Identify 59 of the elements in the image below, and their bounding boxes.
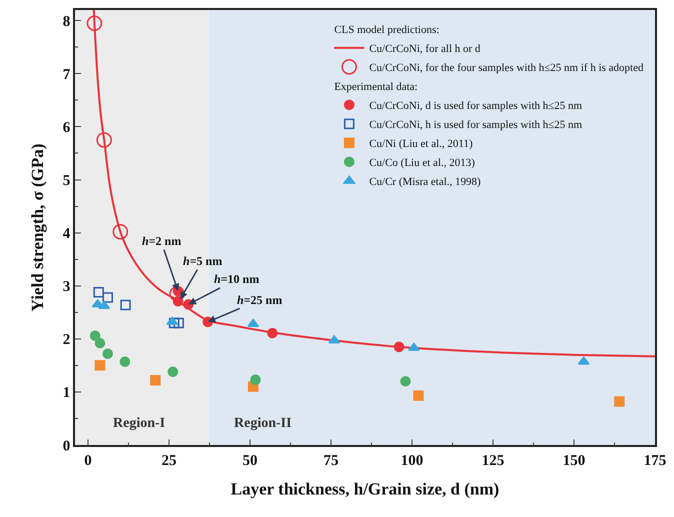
x-tick-label: 50 xyxy=(242,452,258,469)
point xyxy=(102,348,113,360)
annotation: Experimental data: xyxy=(334,81,418,94)
x-axis-title: Layer thickness, h/Grain size, d (nm) xyxy=(230,480,500,499)
point xyxy=(394,342,404,352)
point xyxy=(90,330,100,341)
legend-label: Cu/CrCoNi, for the four samples with h≤25 nm if h is adopted xyxy=(369,62,644,74)
point xyxy=(168,366,178,378)
point xyxy=(578,356,590,365)
annotation: h=25 nm xyxy=(237,293,282,307)
y-tick-label: 7 xyxy=(62,66,71,83)
x-tick-label: 175 xyxy=(644,452,666,469)
legend-label: Cu/CrCoNi, d is used for samples with h≤25 nm xyxy=(369,100,583,112)
point xyxy=(173,318,184,328)
band-label: Region-I xyxy=(113,416,166,431)
point xyxy=(267,328,278,338)
y-tick-label: 6 xyxy=(62,120,71,136)
point xyxy=(93,286,104,298)
point xyxy=(413,390,424,401)
x-tick-label: 75 xyxy=(323,452,338,469)
x-tick-label: 125 xyxy=(482,452,504,469)
legend-title: CLS model predictions: xyxy=(334,24,440,36)
x-tick-label: 100 xyxy=(400,452,424,469)
annotation: h=10 nm xyxy=(214,272,260,286)
y-tick-label: 1 xyxy=(62,385,70,402)
point xyxy=(120,356,130,367)
y-tick-label: 4 xyxy=(62,226,71,242)
point xyxy=(94,360,106,371)
point xyxy=(112,224,128,240)
point xyxy=(96,132,112,148)
point xyxy=(614,396,625,407)
x-tick-label: 0 xyxy=(84,452,92,469)
legend-label: Cu/CrCoNi, h is used for samples with h≤25 nm xyxy=(369,119,583,132)
point xyxy=(102,292,113,303)
point xyxy=(120,300,131,310)
point xyxy=(247,318,260,328)
point xyxy=(172,296,184,306)
point xyxy=(86,16,102,32)
point xyxy=(150,375,161,386)
point xyxy=(400,376,411,387)
y-tick-label: 3 xyxy=(62,279,70,296)
y-tick-label: 8 xyxy=(62,14,70,30)
annotation: h=5 nm xyxy=(183,254,222,268)
y-tick-label: 5 xyxy=(62,173,70,190)
legend-label: Cu/Ni (Liu et al., 2011) xyxy=(369,138,473,150)
point xyxy=(98,300,110,310)
y-axis-title: Yield strength, σ (GPa) xyxy=(28,144,47,312)
point xyxy=(250,374,261,385)
y-tick-label: 2 xyxy=(62,332,70,348)
y-tick-label: 0 xyxy=(62,438,70,454)
legend-label: Cu/Co (Liu et al., 2013) xyxy=(369,157,476,170)
legend-label: Cu/Cr (Misra etal., 1998) xyxy=(369,176,482,188)
x-tick-label: 150 xyxy=(562,452,586,469)
annotation: h=2 nm xyxy=(142,234,182,248)
legend-label: Cu/CrCoNi, for all h or d xyxy=(369,43,481,56)
point xyxy=(168,318,180,328)
x-tick-label: 25 xyxy=(161,452,176,469)
point xyxy=(94,338,106,348)
band-label: Region-II xyxy=(234,416,292,431)
